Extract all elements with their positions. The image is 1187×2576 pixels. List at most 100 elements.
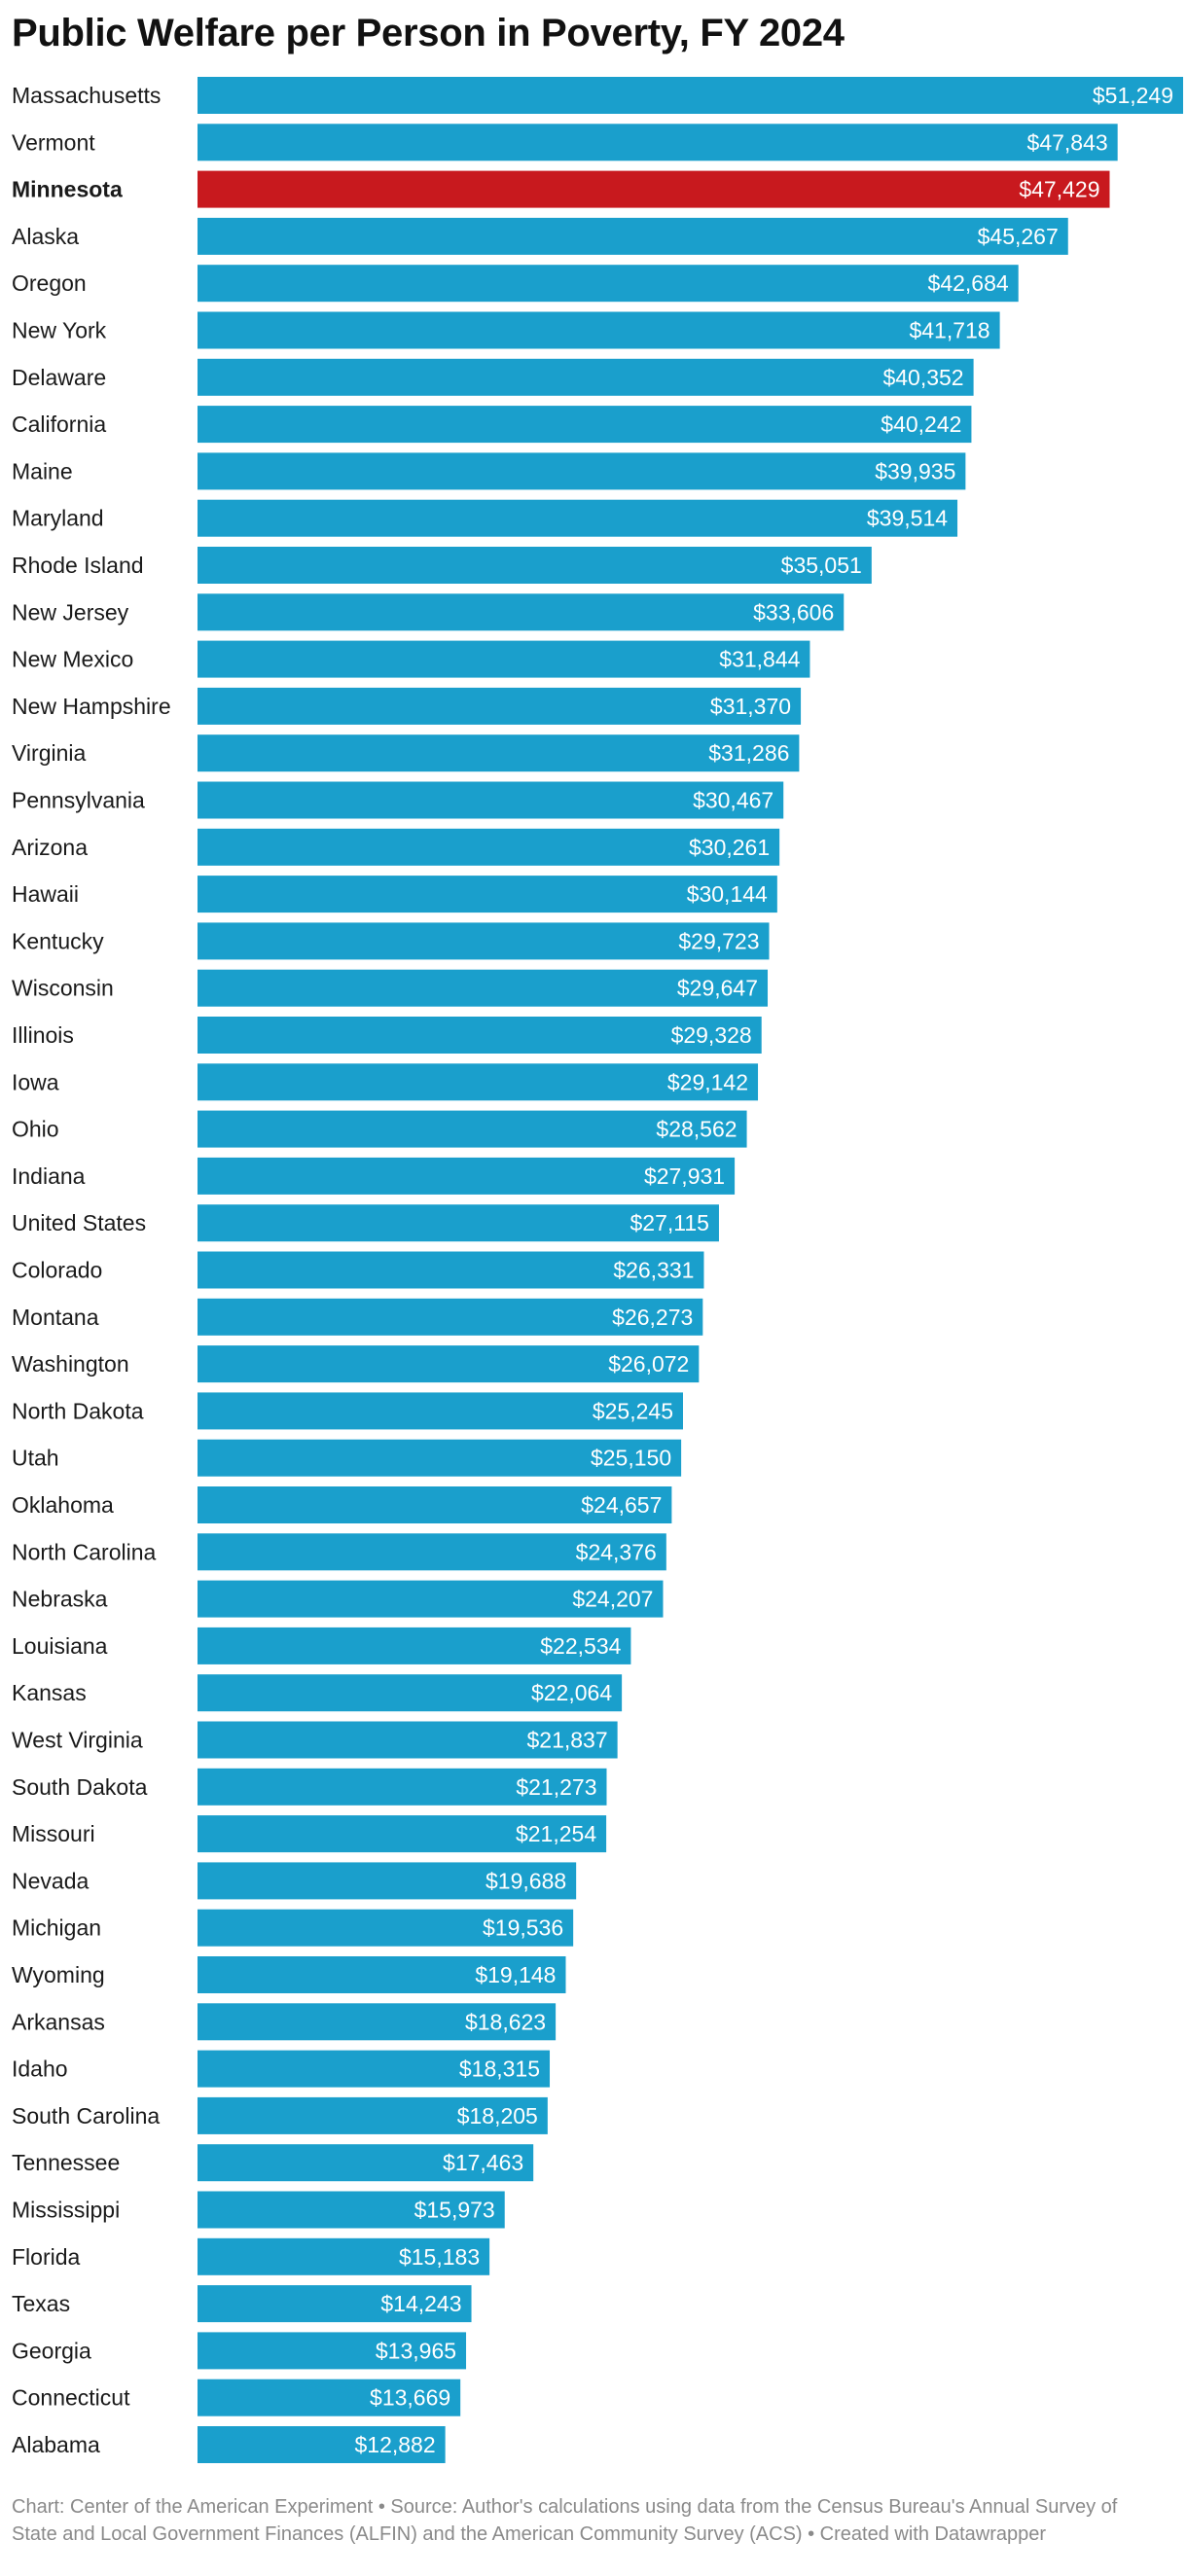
bar-row-massachusetts: Massachusetts $51,249 [12, 77, 1183, 114]
category-label: New Hampshire [12, 694, 171, 719]
bar [198, 2379, 461, 2416]
category-label: Delaware [12, 365, 106, 390]
category-label: Ohio [12, 1117, 59, 1142]
bar-row-idaho: Idaho $18,315 [12, 2050, 551, 2088]
value-label: $40,242 [881, 411, 961, 437]
category-label: Mississippi [12, 2198, 120, 2223]
value-label: $27,931 [644, 1163, 725, 1189]
value-label: $29,142 [667, 1069, 748, 1094]
value-label: $17,463 [443, 2150, 523, 2175]
bar [198, 2096, 548, 2134]
bar-row-montana: Montana $26,273 [12, 1298, 703, 1336]
bar [198, 1909, 574, 1947]
category-label: Louisiana [12, 1633, 108, 1659]
bar [198, 77, 1183, 114]
bar-row-wyoming: Wyoming $19,148 [12, 1956, 566, 1993]
bar [198, 1862, 577, 1900]
bar-row-california: California $40,242 [12, 406, 972, 444]
value-label: $18,205 [457, 2103, 538, 2129]
bar [198, 217, 1068, 255]
chart-footer: Chart: Center of the American Experiment… [12, 2496, 1118, 2545]
bar-row-north-dakota: North Dakota $25,245 [12, 1392, 683, 1430]
value-label: $31,286 [708, 740, 789, 766]
bar-row-iowa: Iowa $29,142 [12, 1063, 759, 1101]
category-label: Texas [12, 2291, 70, 2316]
bar-row-indiana: Indiana $27,931 [12, 1157, 736, 1195]
category-label: Rhode Island [12, 553, 144, 578]
category-label: Maine [12, 458, 73, 483]
bar-row-mississippi: Mississippi $15,973 [12, 2191, 505, 2229]
bar [198, 1204, 719, 1242]
bar [198, 640, 810, 678]
value-label: $39,514 [867, 506, 948, 531]
category-label: New Jersey [12, 599, 129, 625]
bar-row-arkansas: Arkansas $18,623 [12, 2003, 557, 2041]
value-label: $15,973 [414, 2198, 495, 2223]
bar [198, 1956, 566, 1993]
bar [198, 1486, 672, 1523]
value-label: $51,249 [1093, 83, 1173, 108]
category-label: South Carolina [12, 2103, 160, 2129]
chart-title: Public Welfare per Person in Poverty, FY… [12, 12, 845, 54]
bar-row-maryland: Maryland $39,514 [12, 499, 958, 537]
value-label: $22,534 [540, 1633, 621, 1659]
category-label: South Dakota [12, 1774, 148, 1800]
value-label: $29,647 [677, 976, 758, 1001]
category-label: North Dakota [12, 1398, 144, 1423]
bar-row-utah: Utah $25,150 [12, 1439, 682, 1477]
category-label: Minnesota [12, 177, 123, 202]
bar [198, 828, 780, 866]
value-label: $19,688 [486, 1868, 566, 1893]
category-label: Idaho [12, 2057, 68, 2082]
category-label: New Mexico [12, 647, 133, 672]
value-label: $13,965 [376, 2338, 456, 2363]
bar-row-south-dakota: South Dakota $21,273 [12, 1768, 607, 1806]
bar [198, 1392, 683, 1430]
category-label: Georgia [12, 2338, 91, 2363]
bar [198, 1439, 682, 1477]
bar-row-tennessee: Tennessee $17,463 [12, 2144, 534, 2182]
category-label: Michigan [12, 1915, 101, 1941]
category-label: California [12, 411, 106, 437]
bar [198, 311, 1000, 349]
bar [198, 1768, 607, 1806]
bar [198, 2144, 534, 2182]
bar-row-alabama: Alabama $12,882 [12, 2426, 446, 2463]
value-label: $24,657 [581, 1492, 662, 1518]
category-label: Missouri [12, 1821, 95, 1846]
bar-row-delaware: Delaware $40,352 [12, 358, 974, 396]
value-label: $19,148 [475, 1962, 556, 1987]
value-label: $45,267 [978, 224, 1059, 249]
category-label: Washington [12, 1351, 129, 1377]
bar-row-michigan: Michigan $19,536 [12, 1909, 574, 1947]
bar [198, 1063, 759, 1101]
category-label: Oklahoma [12, 1492, 114, 1518]
bar [198, 1017, 762, 1054]
value-label: $14,243 [380, 2291, 461, 2316]
category-label: West Virginia [12, 1728, 143, 1753]
bar-row-washington: Washington $26,072 [12, 1345, 700, 1383]
bar [198, 734, 800, 772]
bar-row-georgia: Georgia $13,965 [12, 2332, 467, 2370]
bar-row-new-jersey: New Jersey $33,606 [12, 593, 845, 631]
bar [198, 593, 845, 631]
bar-row-south-carolina: South Carolina $18,205 [12, 2096, 548, 2134]
category-label: Virginia [12, 740, 86, 766]
bar-row-hawaii: Hawaii $30,144 [12, 876, 777, 913]
bar [198, 170, 1110, 208]
bar [198, 781, 784, 819]
value-label: $21,273 [516, 1774, 596, 1800]
category-label: Pennsylvania [12, 788, 145, 813]
category-label: Iowa [12, 1069, 59, 1094]
category-label: Arkansas [12, 2009, 105, 2034]
bar-row-north-carolina: North Carolina $24,376 [12, 1533, 666, 1571]
category-label: Tennessee [12, 2150, 120, 2175]
value-label: $47,843 [1027, 129, 1108, 155]
category-label: Hawaii [12, 881, 79, 907]
value-label: $30,467 [693, 788, 773, 813]
bar-row-new-hampshire: New Hampshire $31,370 [12, 687, 802, 725]
bar-row-virginia: Virginia $31,286 [12, 734, 800, 772]
category-label: Florida [12, 2244, 81, 2270]
bar-row-west-virginia: West Virginia $21,837 [12, 1721, 618, 1759]
bar [198, 124, 1118, 161]
